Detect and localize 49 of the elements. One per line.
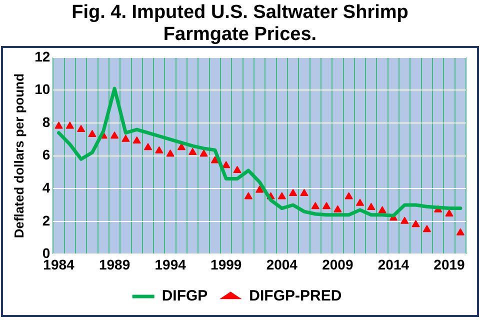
y-tick-label: 12 — [34, 48, 50, 64]
x-tick-label: 1994 — [154, 256, 186, 272]
point — [322, 202, 330, 210]
point — [367, 202, 376, 210]
y-tick-label: 8 — [42, 114, 50, 130]
point — [110, 132, 119, 139]
y-tick-label: 10 — [34, 81, 50, 98]
point — [456, 228, 464, 236]
legend-label: DIFGP — [162, 288, 208, 305]
x-tick-label: 2019 — [434, 256, 466, 272]
x-tick-label: 2009 — [322, 256, 354, 272]
point — [233, 166, 242, 174]
x-tick-label: 1989 — [98, 256, 130, 272]
point — [155, 146, 164, 154]
point — [178, 143, 186, 150]
point — [122, 134, 130, 142]
point — [400, 216, 409, 224]
x-tick-label: 2014 — [378, 256, 410, 272]
point — [300, 189, 308, 196]
chart-title: Fig. 4. Imputed U.S. Saltwater Shrimp Farmgate Prices. — [70, 2, 410, 46]
point — [188, 148, 197, 156]
point — [311, 202, 320, 210]
point — [445, 210, 454, 217]
point — [289, 189, 298, 196]
x-tick-label: 2004 — [266, 256, 298, 272]
legend-label: DIFGP-PRED — [249, 288, 342, 305]
point — [378, 206, 386, 214]
y-tick-label: 6 — [42, 146, 50, 163]
point — [278, 192, 286, 200]
point — [166, 150, 174, 157]
point — [222, 161, 230, 168]
point — [244, 192, 252, 200]
y-tick-label: 2 — [42, 212, 50, 228]
point — [132, 136, 141, 144]
point — [77, 125, 86, 132]
point — [54, 122, 63, 129]
x-tick-label: 1999 — [210, 256, 242, 272]
point — [344, 192, 353, 200]
point — [334, 205, 342, 212]
point — [144, 143, 152, 150]
y-axis-title: Deflated dollars per pound — [11, 73, 26, 238]
y-tick-label: 4 — [42, 179, 50, 196]
point — [412, 220, 420, 228]
point — [256, 186, 264, 193]
point — [88, 130, 96, 137]
point — [422, 225, 431, 232]
point — [66, 122, 74, 129]
point — [200, 150, 208, 157]
point — [356, 198, 364, 206]
